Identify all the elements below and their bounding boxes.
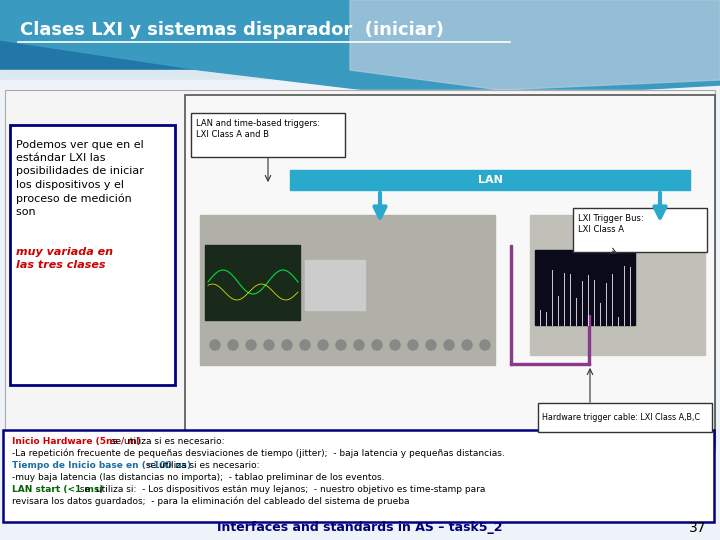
Circle shape xyxy=(444,340,454,350)
Text: se utiliza si es necesario:: se utiliza si es necesario: xyxy=(143,461,259,470)
Text: muy variada en
las tres clases: muy variada en las tres clases xyxy=(16,247,113,270)
Bar xyxy=(205,245,300,320)
FancyBboxPatch shape xyxy=(191,113,345,157)
Text: Clases LXI y sistemas disparador  (iniciar): Clases LXI y sistemas disparador (inicia… xyxy=(20,21,444,39)
FancyBboxPatch shape xyxy=(573,208,707,252)
Text: revisara los datos guardados;  - para la eliminación del cableado del sistema de: revisara los datos guardados; - para la … xyxy=(12,497,410,507)
Text: Tiempo de Inicio base en (<100 ns): Tiempo de Inicio base en (<100 ns) xyxy=(12,461,191,470)
Text: Hardware trigger cable: LXI Class A,B,C: Hardware trigger cable: LXI Class A,B,C xyxy=(542,413,700,422)
Circle shape xyxy=(246,340,256,350)
Bar xyxy=(530,215,705,355)
Polygon shape xyxy=(350,0,720,90)
Circle shape xyxy=(462,340,472,350)
FancyBboxPatch shape xyxy=(185,95,715,445)
Bar xyxy=(0,0,720,80)
Bar xyxy=(290,170,690,190)
Circle shape xyxy=(354,340,364,350)
Bar xyxy=(5,90,715,450)
Circle shape xyxy=(426,340,436,350)
Circle shape xyxy=(390,340,400,350)
Circle shape xyxy=(318,340,328,350)
Bar xyxy=(200,215,495,365)
Text: LAN: LAN xyxy=(477,175,503,185)
Text: Podemos ver que en el
estándar LXI las
posibilidades de iniciar
los dispositivos: Podemos ver que en el estándar LXI las p… xyxy=(16,140,144,217)
Bar xyxy=(535,250,635,325)
Bar xyxy=(588,315,590,365)
Circle shape xyxy=(282,340,292,350)
Circle shape xyxy=(336,340,346,350)
Bar xyxy=(510,245,512,365)
FancyBboxPatch shape xyxy=(3,430,714,522)
Bar xyxy=(0,70,720,540)
Circle shape xyxy=(228,340,238,350)
Text: Interfaces and standards in AS – task5_2: Interfaces and standards in AS – task5_2 xyxy=(217,522,503,535)
Circle shape xyxy=(480,340,490,350)
Bar xyxy=(510,363,590,365)
FancyBboxPatch shape xyxy=(10,125,175,385)
Circle shape xyxy=(300,340,310,350)
Bar xyxy=(0,80,720,540)
FancyBboxPatch shape xyxy=(538,403,712,432)
Text: LXI Trigger Bus:
LXI Class A: LXI Trigger Bus: LXI Class A xyxy=(578,214,644,234)
Polygon shape xyxy=(0,0,720,100)
Text: -La repetición frecuente de pequeñas desviaciones de tiempo (jitter);  - baja la: -La repetición frecuente de pequeñas des… xyxy=(12,449,505,458)
Bar xyxy=(5,90,715,450)
Circle shape xyxy=(408,340,418,350)
Circle shape xyxy=(210,340,220,350)
Text: LAN start (<1 ms): LAN start (<1 ms) xyxy=(12,485,104,494)
Circle shape xyxy=(372,340,382,350)
Text: 37: 37 xyxy=(688,521,706,535)
Text: -muy baja latencia (las distancias no importa);  - tablao preliminar de los even: -muy baja latencia (las distancias no im… xyxy=(12,473,384,482)
Text: se  utiliza si:  - Los dispositivos están muy lejanos;  - nuestro objetivo es ti: se utiliza si: - Los dispositivos están … xyxy=(78,485,486,494)
Text: Inicio Hardware (5ns / m): Inicio Hardware (5ns / m) xyxy=(12,437,141,446)
Circle shape xyxy=(264,340,274,350)
Text: LAN and time-based triggers:
LXI Class A and B: LAN and time-based triggers: LXI Class A… xyxy=(196,119,320,139)
Text: se utiliza si es necesario:: se utiliza si es necesario: xyxy=(108,437,225,446)
Bar xyxy=(305,260,365,310)
